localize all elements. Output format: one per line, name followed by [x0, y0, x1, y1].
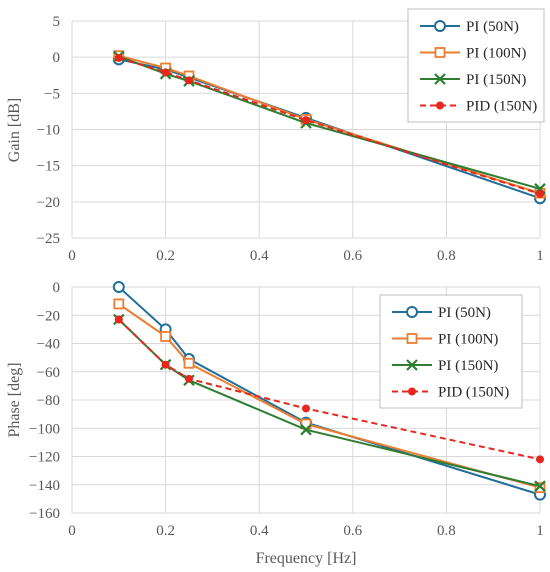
- x-tick-label: 0.8: [437, 523, 456, 539]
- data-point: [302, 116, 310, 125]
- y-tick-label: −5: [44, 86, 60, 102]
- legend-marker: [434, 47, 446, 58]
- y-tick-label: 5: [53, 14, 61, 30]
- x-tick-label: 0.2: [156, 523, 175, 539]
- data-point: [161, 68, 170, 77]
- legend-marker: [434, 20, 446, 32]
- phase-xlabel: Frequency [Hz]: [256, 550, 357, 567]
- y-tick-label: 0: [53, 50, 61, 66]
- x-tick-label: 0.4: [250, 248, 269, 264]
- data-point: [300, 423, 312, 436]
- legend-marker: [406, 359, 418, 371]
- y-tick-label: −100: [29, 421, 60, 437]
- x-tick-label: 1: [536, 248, 544, 264]
- y-tick-label: −140: [29, 478, 60, 494]
- legend-marker: [408, 387, 416, 396]
- legend-marker: [406, 333, 418, 344]
- x-tick-label: 0: [68, 248, 76, 264]
- y-tick-label: −25: [37, 231, 60, 247]
- data-point: [160, 331, 172, 342]
- data-point: [112, 281, 125, 293]
- data-point: [183, 357, 195, 369]
- data-point: [185, 374, 193, 383]
- legend-label: PI (100N): [438, 332, 498, 348]
- y-tick-label: −40: [37, 337, 60, 353]
- x-tick-label: 0.6: [343, 248, 362, 264]
- x-tick-label: 1: [536, 523, 544, 539]
- x-tick-label: 0.6: [343, 523, 362, 539]
- data-point: [534, 480, 546, 492]
- legend-label: PI (50N): [438, 305, 491, 321]
- legend-label: PI (100N): [466, 46, 526, 62]
- data-point: [536, 455, 544, 464]
- phase-ylabel: Phase [deg]: [6, 362, 23, 437]
- legend-label: PID (150N): [466, 99, 537, 115]
- legend: PI (50N) PI (100N) PI (150N) PID (150N): [407, 8, 545, 123]
- data-point: [161, 360, 170, 369]
- x-tick-label: 0.4: [250, 523, 269, 539]
- data-point: [114, 53, 123, 62]
- y-tick-label: −10: [37, 123, 60, 139]
- data-point: [113, 298, 125, 310]
- legend-box: [407, 8, 545, 123]
- y-tick-label: −60: [37, 365, 60, 381]
- y-tick-label: −160: [29, 506, 60, 522]
- phase-chart: Phase [deg] Frequency [Hz] 0 −20 −40 −60 −80…: [6, 280, 546, 567]
- gain-chart: Gain [dB] 5 0 −5 −10 −15 −20 −25 0 0.2 0.4 0.6 0.8 1…: [6, 8, 546, 264]
- data-point: [302, 404, 310, 413]
- legend-marker: [406, 306, 418, 318]
- y-tick-label: −120: [29, 450, 60, 466]
- legend-label: PI (150N): [466, 72, 526, 88]
- legend-label: PI (50N): [466, 19, 519, 35]
- legend-marker: [436, 101, 444, 110]
- legend: PI (50N) PI (100N) PI (150N) PID (150N): [379, 294, 523, 409]
- data-point: [114, 315, 123, 324]
- y-tick-label: −15: [37, 159, 60, 175]
- y-tick-label: 0: [53, 280, 61, 296]
- data-point: [536, 189, 544, 198]
- y-tick-label: −20: [37, 195, 60, 211]
- gain-ylabel: Gain [dB]: [6, 98, 23, 162]
- x-tick-label: 0.8: [437, 248, 456, 264]
- legend-label: PID (150N): [438, 385, 509, 401]
- x-tick-label: 0: [68, 523, 76, 539]
- y-tick-label: −80: [37, 393, 60, 409]
- legend-marker: [434, 73, 446, 85]
- legend-label: PI (150N): [438, 358, 498, 374]
- legend-box: [379, 294, 523, 409]
- y-tick-label: −20: [37, 308, 60, 324]
- data-point: [185, 76, 193, 85]
- x-tick-label: 0.2: [156, 248, 175, 264]
